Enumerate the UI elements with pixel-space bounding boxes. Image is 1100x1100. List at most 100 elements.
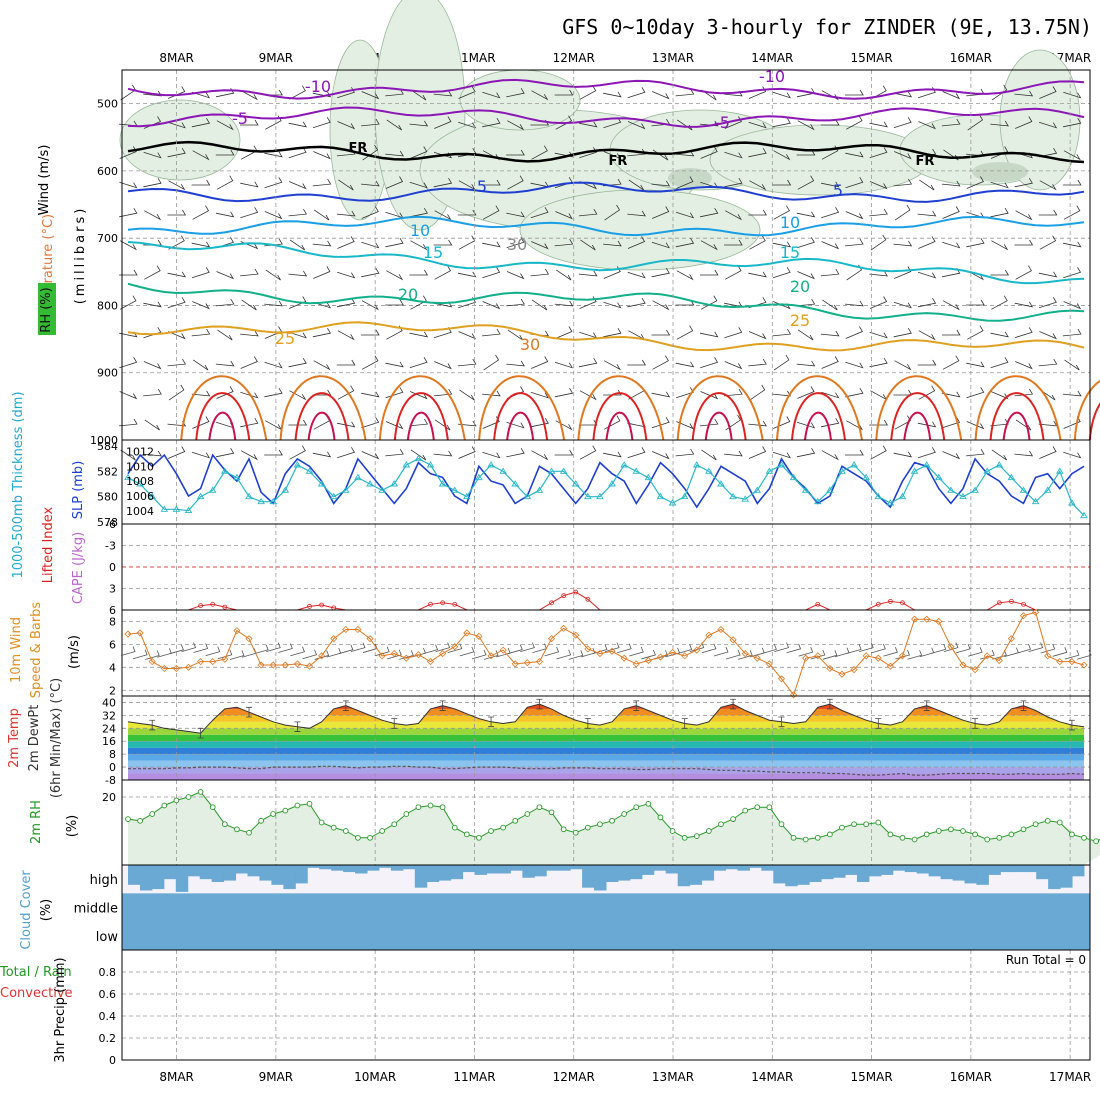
wind10m-marker: [1032, 608, 1040, 616]
temp-band: [128, 708, 1084, 716]
cloud-high-bar: [594, 865, 607, 891]
temp-minmax-bar: [633, 700, 640, 711]
wind-barb: [845, 387, 864, 398]
cloud-high-bar: [677, 865, 691, 887]
rh-marker: [972, 831, 978, 838]
wind-barb: [265, 269, 281, 281]
wind-barb: [966, 421, 985, 430]
temp-tick: 40: [102, 696, 116, 709]
wind-barb: [652, 355, 669, 370]
wind10m-marker: [257, 661, 265, 669]
wind-barb: [338, 179, 354, 191]
cloud-high-bar: [689, 865, 703, 885]
cloud-high-bar: [976, 865, 989, 885]
cloud-high-bar: [1048, 865, 1061, 890]
cloud-high-bar: [498, 865, 511, 874]
thickness-marker: [160, 505, 169, 512]
lifted-index-marker: [573, 589, 579, 595]
wind-barb: [990, 357, 1009, 369]
wind10m-barb: [508, 644, 523, 654]
wind-barb: [482, 328, 501, 337]
cloud-ylabels: Cloud Cover (%): [19, 870, 54, 950]
wind10m-barb: [1040, 643, 1056, 654]
wind-barb: [409, 269, 429, 276]
wind10m-barb: [810, 649, 826, 660]
rh-marker: [488, 828, 494, 834]
temp-minmax-bar: [197, 727, 204, 739]
temp-minmax-bar: [294, 721, 301, 732]
wind10m-marker: [439, 650, 447, 658]
wind-barb: [457, 271, 477, 278]
heat-contour: [676, 375, 764, 441]
lifted-index-marker: [222, 604, 228, 610]
wind-barb: [675, 387, 694, 399]
wind-barb: [288, 181, 307, 190]
wind-barb: [869, 357, 888, 368]
wind-barb: [699, 207, 719, 218]
wind-barb: [433, 388, 453, 397]
cloud-high-bar: [701, 865, 715, 881]
thickness-marker: [1043, 486, 1052, 493]
wind10m-barb: [520, 642, 535, 652]
wind-barb: [748, 331, 767, 340]
wind-barb: [409, 120, 429, 127]
rh-marker: [1044, 817, 1051, 824]
cloud-high-bar: [558, 865, 571, 871]
rh-marker: [851, 821, 857, 828]
contour-label: 5: [477, 177, 487, 196]
wind-barb: [434, 265, 452, 280]
wind10m-barb: [120, 646, 136, 656]
rh-panel: 20: [102, 779, 1100, 866]
wind-barb: [893, 451, 913, 458]
wind-barb: [410, 240, 428, 251]
rh-marker: [669, 828, 676, 834]
heat-contour: [775, 375, 863, 441]
cloud-high-bar: [331, 865, 344, 871]
thickness-marker: [305, 467, 314, 474]
wind-barb: [796, 421, 816, 429]
wind-barb: [240, 207, 259, 219]
wind-barb: [482, 451, 501, 459]
thickness-marker: [922, 461, 931, 468]
lifted-index-marker: [585, 596, 591, 602]
pressure-tick: 900: [97, 367, 118, 380]
wind-barb: [1063, 301, 1082, 310]
wind-barb: [361, 267, 380, 278]
wind10m-marker: [560, 624, 568, 632]
wind-barb: [216, 271, 235, 280]
temp-band: [128, 741, 1084, 748]
lifted-index-marker: [549, 600, 554, 606]
wind10m-barb: [943, 642, 959, 652]
wind-barb: [458, 86, 476, 99]
wind-barb: [506, 87, 525, 98]
wind-barb: [386, 270, 404, 281]
upper-ylabels: Wind (m/s) Temperature (°C) RH (%) (mill…: [37, 145, 88, 335]
rh-marker: [597, 821, 603, 828]
cloud-high-bar: [1072, 865, 1085, 877]
wind-barb: [409, 418, 429, 427]
wind-barb: [458, 235, 476, 250]
wind10m-marker: [632, 660, 640, 668]
temp-band: [128, 773, 1084, 780]
thickness-marker: [692, 461, 701, 468]
wind10m-marker: [451, 643, 459, 651]
wind10m-marker: [826, 664, 834, 673]
contour-label: 25: [275, 329, 295, 348]
rh-marker: [125, 816, 131, 822]
wind-barb: [724, 116, 742, 129]
cape-label: CAPE (J/kg): [71, 532, 86, 604]
cloud-unit: (%): [39, 899, 54, 922]
lifted-index-marker: [198, 603, 204, 609]
wind-barb: [724, 388, 743, 397]
wind10m-barb: [1052, 647, 1068, 657]
li-tick: 3: [109, 583, 116, 596]
wind-barb: [699, 331, 719, 338]
wind-barb: [434, 419, 451, 431]
date-tick-top: 14MAR: [751, 51, 793, 65]
wind-barb: [1062, 179, 1082, 186]
wind-barb: [554, 361, 574, 369]
temp-band: [128, 747, 1084, 755]
wind-barb: [482, 179, 501, 186]
wind-barb: [434, 210, 452, 221]
wind10m-ylabels: 10m Wind Speed & Barbs (m/s): [9, 602, 82, 699]
